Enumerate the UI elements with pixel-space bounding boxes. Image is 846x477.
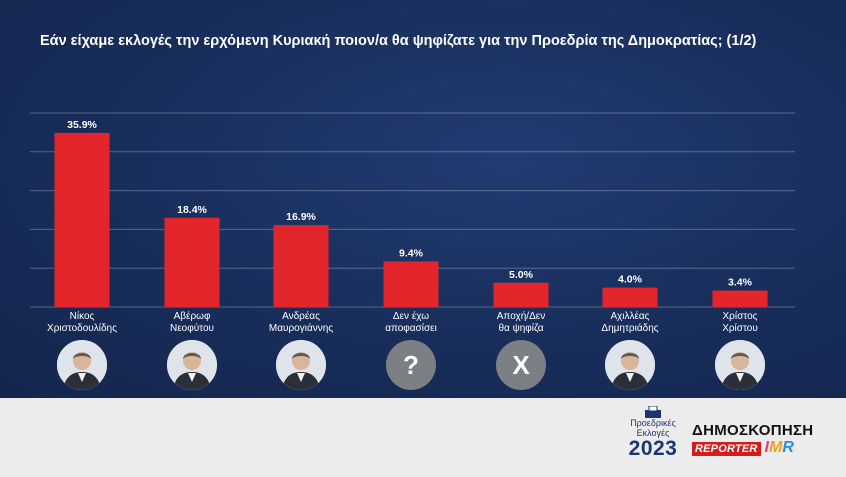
- data-label: 35.9%: [67, 119, 97, 131]
- election-logo: Προεδρικές Εκλογές 2023: [622, 404, 684, 466]
- category-label: Χριστοδουλίδης: [47, 322, 117, 334]
- category-label: Νεοφύτου: [170, 322, 214, 334]
- election-logo-year: 2023: [628, 437, 678, 460]
- category-label: Αποχή/Δεν: [497, 310, 545, 322]
- data-label: 9.4%: [399, 247, 424, 259]
- category-label: Δημητριάδης: [601, 322, 658, 334]
- data-label: 3.4%: [728, 277, 753, 289]
- category-label: Δεν έχω: [393, 310, 429, 322]
- x-mark-icon: X: [496, 340, 546, 390]
- footer-bar: Προεδρικές Εκλογές 2023 ΔΗΜΟΣΚΟΠΗΣΗ REPO…: [0, 398, 846, 477]
- data-label: 18.4%: [177, 204, 207, 216]
- candidate-photo-icon: [167, 340, 217, 390]
- reporter-logo: REPORTER: [692, 442, 761, 457]
- data-label: 5.0%: [509, 269, 534, 281]
- election-logo-line2: Εκλογές: [636, 428, 670, 438]
- data-label: 16.9%: [286, 211, 316, 223]
- bar: [712, 290, 768, 307]
- category-label: Χρίστου: [722, 322, 758, 334]
- bar: [383, 261, 439, 307]
- candidate-photo-icon: [57, 340, 107, 390]
- chart-title: Εάν είχαμε εκλογές την ερχόμενη Κυριακή …: [40, 33, 757, 49]
- election-logo-line1: Προεδρικές: [630, 418, 676, 428]
- candidate-photo-icon: [715, 340, 765, 390]
- imr-r: R: [782, 439, 794, 456]
- chart-panel: Εάν είχαμε εκλογές την ερχόμενη Κυριακή …: [0, 0, 846, 398]
- candidate-photo-icon: [605, 340, 655, 390]
- bar: [602, 287, 658, 307]
- category-label: αποφασίσει: [385, 322, 437, 334]
- category-label: Αχιλλέας: [610, 310, 649, 322]
- category-label: θα ψηφίζα: [498, 322, 543, 334]
- category-label: Ανδρέας: [282, 310, 320, 322]
- question-mark-icon: ?: [386, 340, 436, 390]
- bar: [273, 225, 329, 307]
- category-label: Χρίστος: [723, 310, 758, 322]
- imr-logo: IMR: [765, 439, 794, 457]
- poll-word: ΔΗΜΟΣΚΟΠΗΣΗ: [692, 422, 814, 439]
- data-label: 4.0%: [618, 274, 643, 286]
- bar: [493, 282, 549, 307]
- imr-m: M: [768, 439, 783, 456]
- bar: [164, 217, 220, 307]
- category-label: Νίκος: [70, 310, 95, 322]
- poll-brand: ΔΗΜΟΣΚΟΠΗΣΗ REPORTER IMR: [692, 422, 814, 457]
- ballot-box-icon: [645, 406, 661, 418]
- imr-i: I: [764, 439, 769, 456]
- bar: [54, 132, 110, 307]
- category-label: Αβέρωφ: [174, 310, 211, 322]
- category-label: Μαυρογιάννης: [269, 322, 333, 334]
- candidate-photo-icon: [276, 340, 326, 390]
